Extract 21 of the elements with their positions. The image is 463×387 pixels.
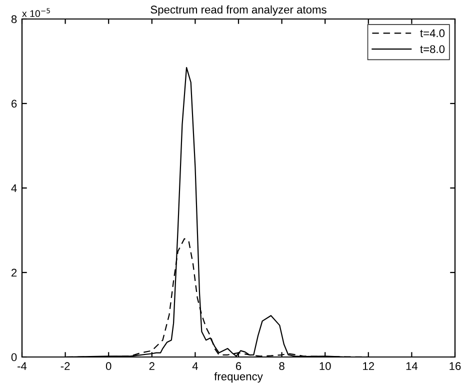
x-tick-label: 14 <box>406 362 418 370</box>
x-tick-label: -2 <box>60 362 70 370</box>
y-tick-label: 0 <box>11 353 17 362</box>
x-tick-label: 10 <box>320 362 331 370</box>
y-tick-label: 6 <box>12 100 17 108</box>
x-tick-label: 4 <box>192 362 198 370</box>
x-tick-label: 6 <box>236 362 242 370</box>
y-tick-label: 4 <box>11 184 17 192</box>
legend-label: t=8.0 <box>420 45 445 54</box>
x-axis-title: frequency <box>214 372 263 383</box>
text: x 10$^{−5}$ <box>22 8 50 18</box>
legend-label: t=4.0 <box>420 29 445 38</box>
x-tick-label: 12 <box>363 362 374 370</box>
x-tick-label: 0 <box>106 362 112 370</box>
x-tick-label: 16 <box>450 362 461 370</box>
y-tick-label: 2 <box>12 268 17 277</box>
chart-title: Spectrum read from analyzer atoms <box>150 5 326 16</box>
x-tick-label: 2 <box>149 362 154 370</box>
x-tick-label: 8 <box>279 362 284 370</box>
x-tick-label: -4 <box>18 362 27 370</box>
y-tick-label: 8 <box>11 15 17 24</box>
